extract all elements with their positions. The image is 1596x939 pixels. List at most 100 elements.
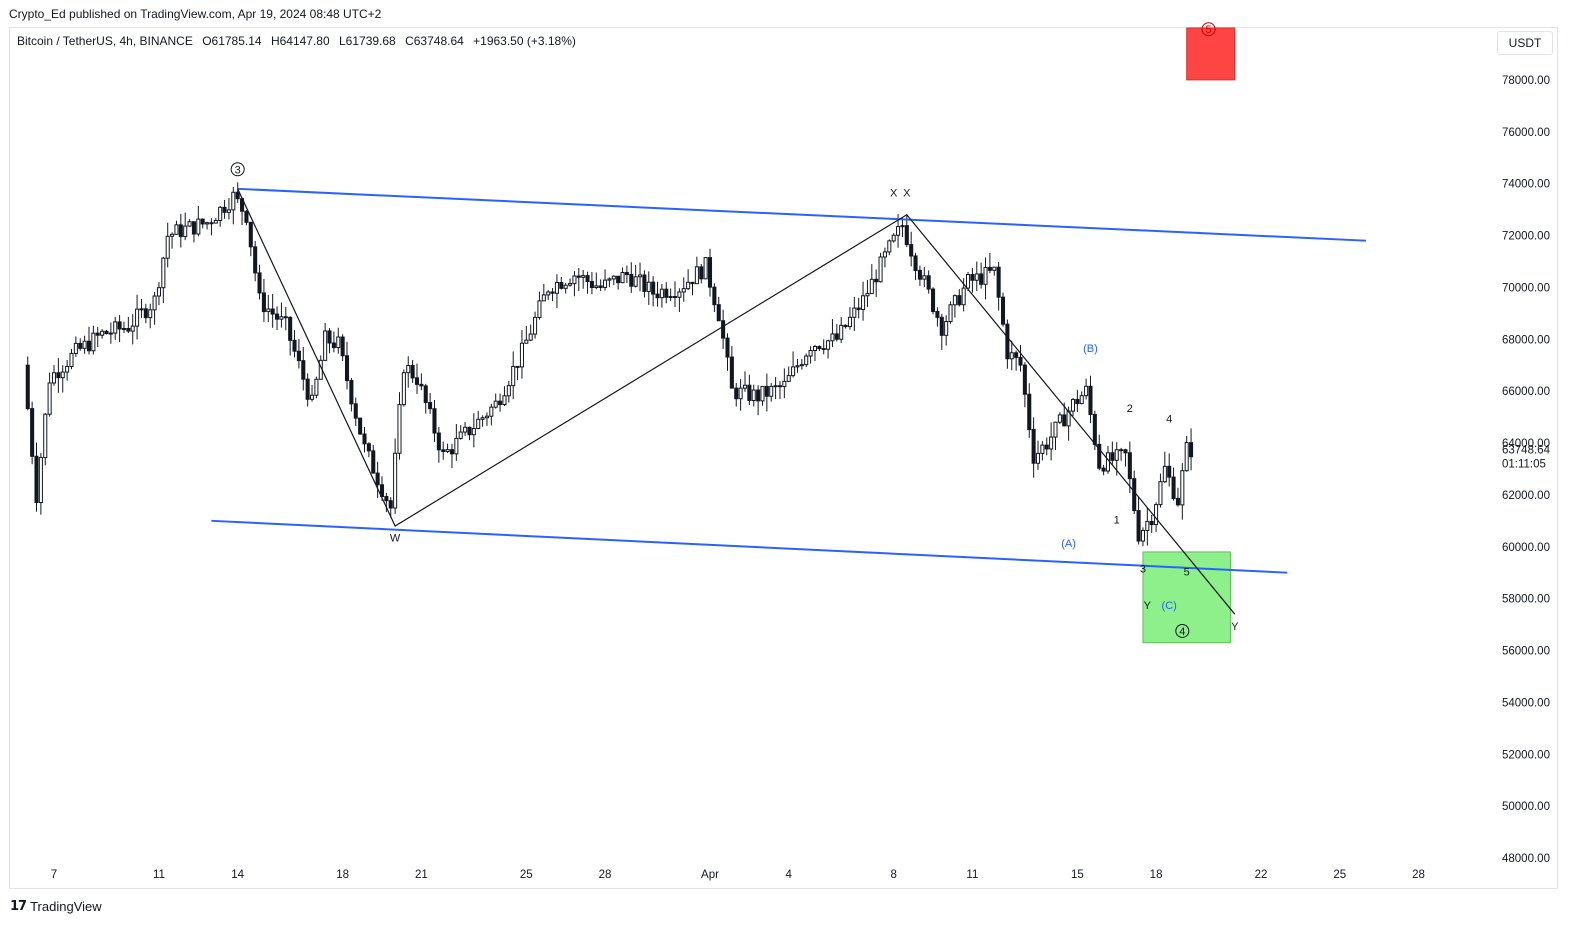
candle-up <box>869 278 874 295</box>
candle-up <box>511 365 516 387</box>
candle-up <box>882 251 887 258</box>
wave-path <box>237 188 1236 615</box>
candle-up <box>681 288 686 293</box>
candle-down <box>283 316 288 319</box>
candle-down <box>419 383 424 387</box>
candle-up <box>1053 421 1058 438</box>
candle-up <box>1079 395 1084 405</box>
candle-up <box>611 275 616 280</box>
candle-up <box>852 307 857 318</box>
y-tick-label: 58000.00 <box>1502 594 1550 606</box>
candle-up <box>572 275 577 285</box>
candle-down <box>957 295 962 306</box>
x-tick-label: 11 <box>966 869 978 881</box>
candle-down <box>690 281 695 285</box>
candle-down <box>143 308 148 319</box>
candle-up <box>121 327 127 330</box>
candle-down <box>375 472 380 486</box>
trendlines[interactable] <box>211 187 1367 615</box>
candle-up <box>546 291 551 296</box>
candle-up <box>493 400 498 408</box>
candle-up <box>1154 504 1159 526</box>
change-value: +1963.50 (+3.18%) <box>473 34 576 48</box>
candle-up <box>174 224 179 235</box>
candle-down <box>716 304 721 322</box>
candle-up <box>620 271 625 284</box>
candle-up <box>694 266 699 285</box>
candle-down <box>1018 356 1023 366</box>
open-value: O61785.14 <box>202 34 262 48</box>
candle-up <box>830 333 835 342</box>
candle-up <box>309 394 315 400</box>
candle-down <box>301 360 306 380</box>
candle-up <box>1049 436 1054 450</box>
candle-up <box>633 276 638 287</box>
wave-label: X <box>890 188 898 200</box>
x-tick-label: 11 <box>153 869 165 881</box>
y-axis: 48000.00 50000.00 52000.00 54000.00 56000.00… <box>1502 75 1550 865</box>
candle-down <box>384 496 389 502</box>
candle-up <box>506 385 511 397</box>
candle-up <box>152 295 157 311</box>
candle-down <box>655 293 660 299</box>
candle-down <box>939 316 944 336</box>
y-tick-label: 56000.00 <box>1502 646 1550 658</box>
candle-up <box>1114 449 1119 461</box>
candle-down <box>1123 449 1128 454</box>
candle-down <box>672 296 678 299</box>
currency-selector[interactable]: USDT <box>1497 31 1553 55</box>
candle-up <box>686 281 691 290</box>
candle-up <box>463 426 468 433</box>
candle-up <box>1162 465 1167 483</box>
candle-up <box>751 389 756 401</box>
y-tick-label: 64000.00 <box>1502 438 1550 450</box>
brand[interactable]: 𝟭𝟳 TradingView <box>10 898 102 914</box>
candle-down <box>449 449 455 455</box>
candle-up <box>480 417 485 420</box>
wave-label: 2 <box>1127 403 1133 415</box>
candle-down <box>117 321 122 330</box>
y-tick-label: 50000.00 <box>1502 801 1550 813</box>
y-tick-label: 72000.00 <box>1502 231 1550 243</box>
candle-down <box>756 389 761 402</box>
wave-circle <box>1201 22 1216 37</box>
candle-down <box>95 332 100 336</box>
candle-down <box>624 271 629 275</box>
candle-down <box>261 292 266 313</box>
candle-down <box>1022 364 1027 395</box>
candle-up <box>541 294 546 302</box>
candle-down <box>432 408 437 434</box>
channel-lower <box>211 519 1288 574</box>
candle-up <box>1145 520 1150 531</box>
chart-frame <box>9 27 1558 889</box>
candle-up <box>148 309 153 319</box>
candle-up <box>226 209 231 213</box>
candle-up <box>187 221 192 227</box>
candle-up <box>594 285 599 288</box>
candle-up <box>974 273 979 281</box>
wave-circle <box>1175 623 1190 638</box>
candle-down <box>642 274 647 292</box>
candle-down <box>410 364 415 379</box>
candle-up <box>323 330 328 361</box>
x-tick-label: Apr <box>701 869 719 881</box>
candle-down <box>996 266 1001 298</box>
symbol-name[interactable]: Bitcoin / TetherUS, 4h, BINANCE <box>17 34 193 48</box>
wave-label: 5 <box>1184 566 1190 578</box>
high-value: H64147.80 <box>270 34 330 48</box>
candle-down <box>78 342 83 349</box>
candle-up <box>568 283 573 286</box>
candle-down <box>576 275 581 278</box>
candle-up <box>965 274 971 289</box>
candle-down <box>344 355 350 382</box>
candle-up <box>1158 481 1163 506</box>
candle-up <box>1184 442 1189 472</box>
candle-down <box>498 400 503 406</box>
candle-up <box>786 375 791 382</box>
candle-down <box>616 275 621 284</box>
candle-up <box>791 366 796 377</box>
candle-down <box>629 273 634 287</box>
candle-down <box>935 311 940 318</box>
candle-up <box>581 275 586 278</box>
